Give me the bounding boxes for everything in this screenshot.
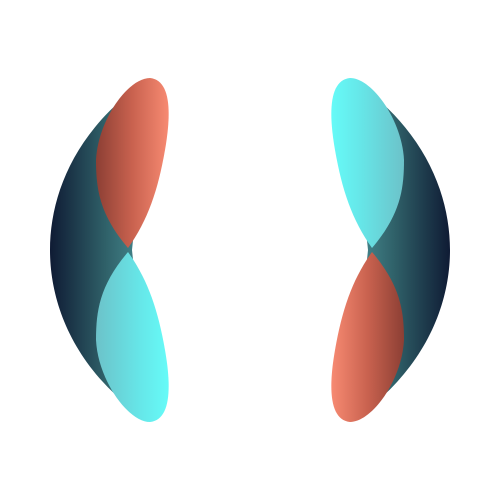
left-ribbon-coral-petal xyxy=(96,78,169,248)
right-ribbon-coral-petal xyxy=(331,252,404,422)
left-ribbon xyxy=(50,78,169,422)
right-ribbon-cyan-petal xyxy=(331,78,404,248)
right-ribbon xyxy=(331,78,450,422)
left-ribbon-cyan-petal xyxy=(96,252,169,422)
